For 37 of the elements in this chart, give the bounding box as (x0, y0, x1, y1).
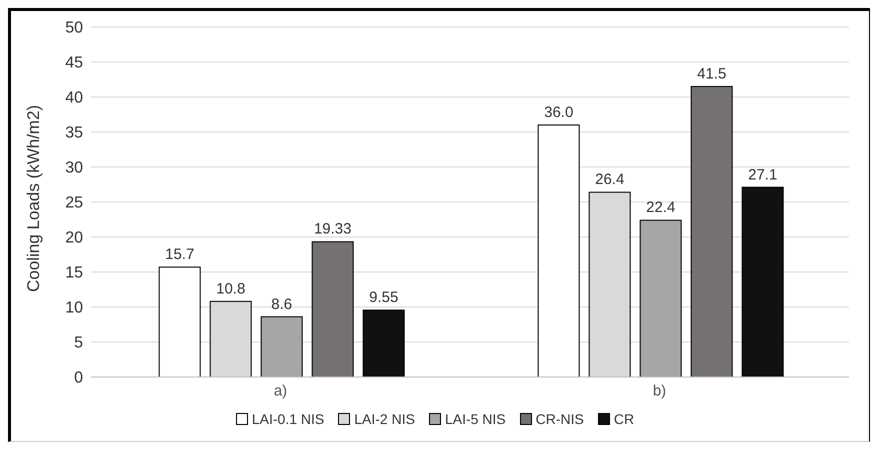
legend-label: CR (614, 411, 634, 427)
bar (690, 86, 733, 377)
bar (260, 316, 303, 377)
y-tick-label: 30 (65, 160, 84, 177)
data-label: 8.6 (271, 296, 292, 313)
bar (312, 241, 354, 377)
legend-label: LAI-5 NIS (444, 411, 506, 427)
data-label: 10.8 (216, 280, 246, 298)
data-label: 26.4 (595, 171, 624, 188)
y-tick-label: 45 (65, 54, 84, 72)
y-tick-label: 5 (74, 334, 84, 352)
y-tick-label: 20 (65, 230, 84, 247)
data-label: 22.4 (646, 199, 676, 216)
data-label: 19.33 (314, 220, 352, 238)
data-label: 36.0 (544, 104, 574, 121)
data-label: 27.1 (748, 166, 778, 184)
bar (538, 124, 580, 377)
x-tick-label: a) (274, 382, 288, 400)
y-axis-title: Cooling Loads (kWh/m2) (24, 104, 44, 292)
bar (640, 220, 682, 377)
bar (742, 186, 784, 377)
legend-label: LAI-2 NIS (354, 411, 415, 427)
data-label: 15.7 (165, 246, 194, 264)
legend-label: LAI-0.1 NIS (252, 411, 324, 427)
y-tick-label: 25 (65, 194, 84, 212)
y-tick-label: 35 (65, 124, 84, 142)
y-tick-label: 40 (65, 90, 84, 107)
bar (362, 310, 405, 377)
data-label: 41.5 (697, 66, 726, 82)
y-tick-label: 0 (74, 370, 84, 387)
legend-label: CR-NIS (536, 411, 584, 427)
data-label: 9.55 (369, 289, 398, 306)
bar (158, 266, 201, 377)
y-tick-label: 15 (65, 264, 84, 282)
y-tick-label: 10 (65, 300, 84, 317)
x-tick-label: b) (652, 382, 666, 400)
y-tick-label: 50 (65, 20, 84, 37)
